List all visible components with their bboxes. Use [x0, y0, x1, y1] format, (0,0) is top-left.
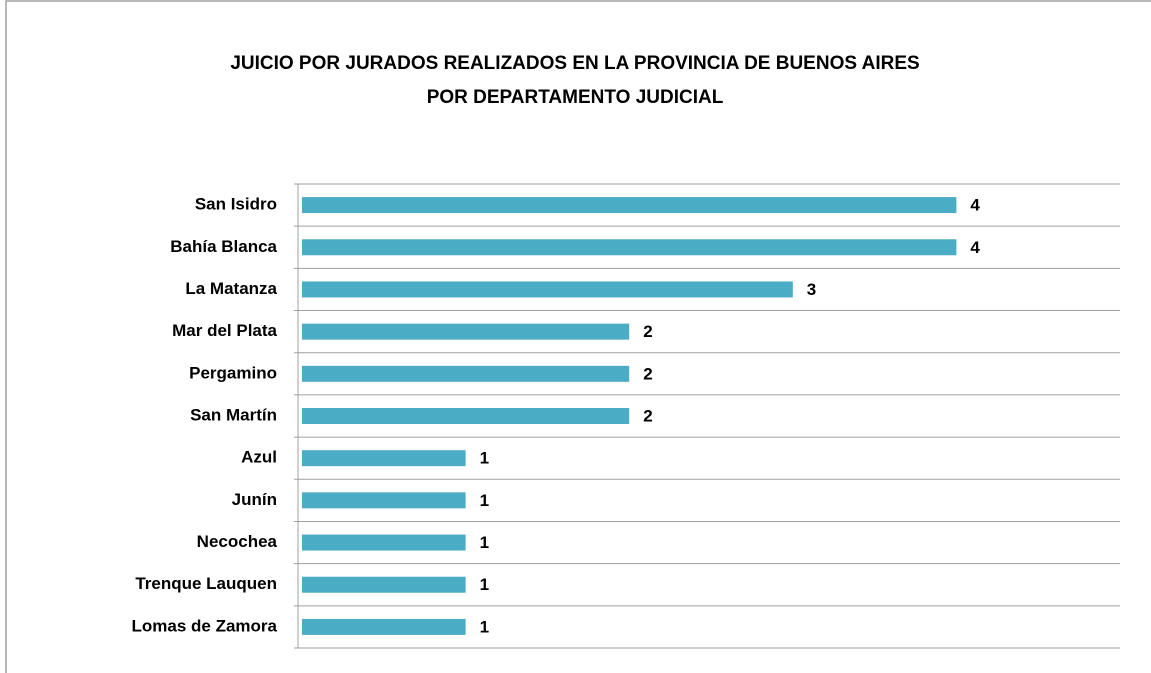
bar	[302, 323, 630, 340]
value-label: 1	[480, 491, 489, 510]
category-label: Trenque Lauquen	[135, 574, 277, 593]
bar	[302, 365, 630, 382]
value-label: 1	[480, 575, 489, 594]
bar	[302, 197, 957, 214]
value-label: 4	[970, 238, 980, 257]
value-label: 3	[807, 280, 816, 299]
value-label: 4	[970, 196, 980, 215]
category-label: Pergamino	[189, 363, 277, 382]
chart-frame	[5, 0, 1151, 673]
value-label: 2	[643, 364, 652, 383]
category-label: Lomas de Zamora	[132, 616, 278, 635]
bar	[302, 534, 466, 551]
chart-title: JUICIO POR JURADOS REALIZADOS EN LA PROV…	[230, 53, 919, 74]
category-label: San Isidro	[195, 195, 277, 214]
value-label: 2	[643, 322, 652, 341]
value-label: 1	[480, 617, 489, 636]
chart-title: POR DEPARTAMENTO JUDICIAL	[427, 87, 724, 108]
bar	[302, 281, 793, 298]
bar	[302, 492, 466, 509]
category-label: Necochea	[197, 532, 278, 551]
value-label: 2	[643, 406, 652, 425]
category-label: Junín	[232, 490, 277, 509]
category-label: Bahía Blanca	[170, 237, 277, 256]
category-label: Mar del Plata	[172, 321, 277, 340]
bar	[302, 239, 957, 256]
category-label: La Matanza	[185, 279, 277, 298]
bar	[302, 576, 466, 593]
category-label: San Martín	[190, 405, 277, 424]
bar	[302, 408, 630, 424]
category-label: Azul	[241, 448, 277, 467]
value-label: 1	[480, 533, 489, 552]
value-label: 1	[480, 449, 489, 468]
bar	[302, 450, 466, 467]
bar	[302, 618, 466, 635]
